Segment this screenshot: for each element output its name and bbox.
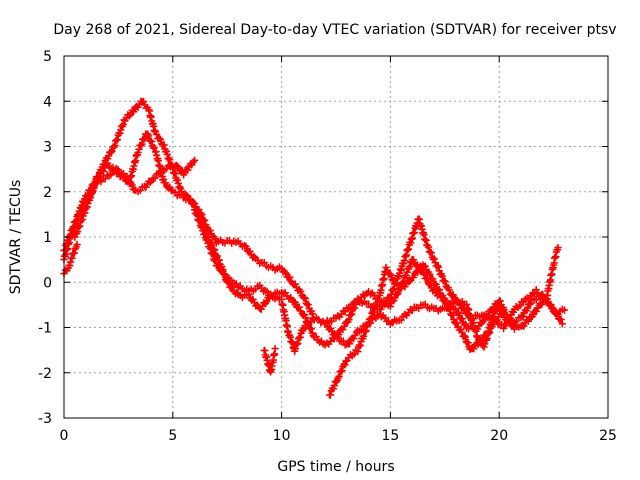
chart-title: Day 268 of 2021, Sidereal Day-to-day VTE…: [53, 22, 616, 38]
y-tick-label: 2: [43, 185, 52, 201]
y-tick-label: 1: [43, 230, 52, 246]
x-tick-label: 25: [599, 428, 617, 444]
grid-layer: [64, 56, 608, 418]
series-track-5: [260, 344, 279, 376]
y-tick-label: 5: [43, 49, 52, 65]
y-tick-label: 4: [43, 94, 52, 110]
x-tick-label: 0: [60, 428, 69, 444]
y-tick-label: -1: [38, 321, 52, 337]
series-track-6-markers: [325, 261, 519, 399]
series-layer: [60, 97, 569, 399]
x-axis-label: GPS time / hours: [277, 459, 394, 475]
y-tick-label: 3: [43, 140, 52, 156]
series-track-4: [190, 205, 562, 355]
x-tick-label: 5: [168, 428, 177, 444]
y-tick-label: -2: [38, 366, 52, 382]
x-tick-label: 15: [381, 428, 399, 444]
series-track-3: [71, 130, 569, 333]
series-track-3-markers: [71, 130, 569, 333]
tick-layer: 0 5 10 15 20 25 -3 -2 -1 0 1 2 3 4 5: [38, 49, 617, 444]
series-track-5-markers: [260, 344, 279, 376]
x-tick-label: 20: [490, 428, 508, 444]
y-tick-label: -3: [38, 411, 52, 427]
y-axis-label: SDTVAR / TECUs: [8, 180, 24, 295]
x-tick-label: 10: [273, 428, 291, 444]
series-track-6: [325, 261, 519, 399]
series-track-4-markers: [190, 205, 562, 355]
y-tick-label: 0: [43, 275, 52, 291]
